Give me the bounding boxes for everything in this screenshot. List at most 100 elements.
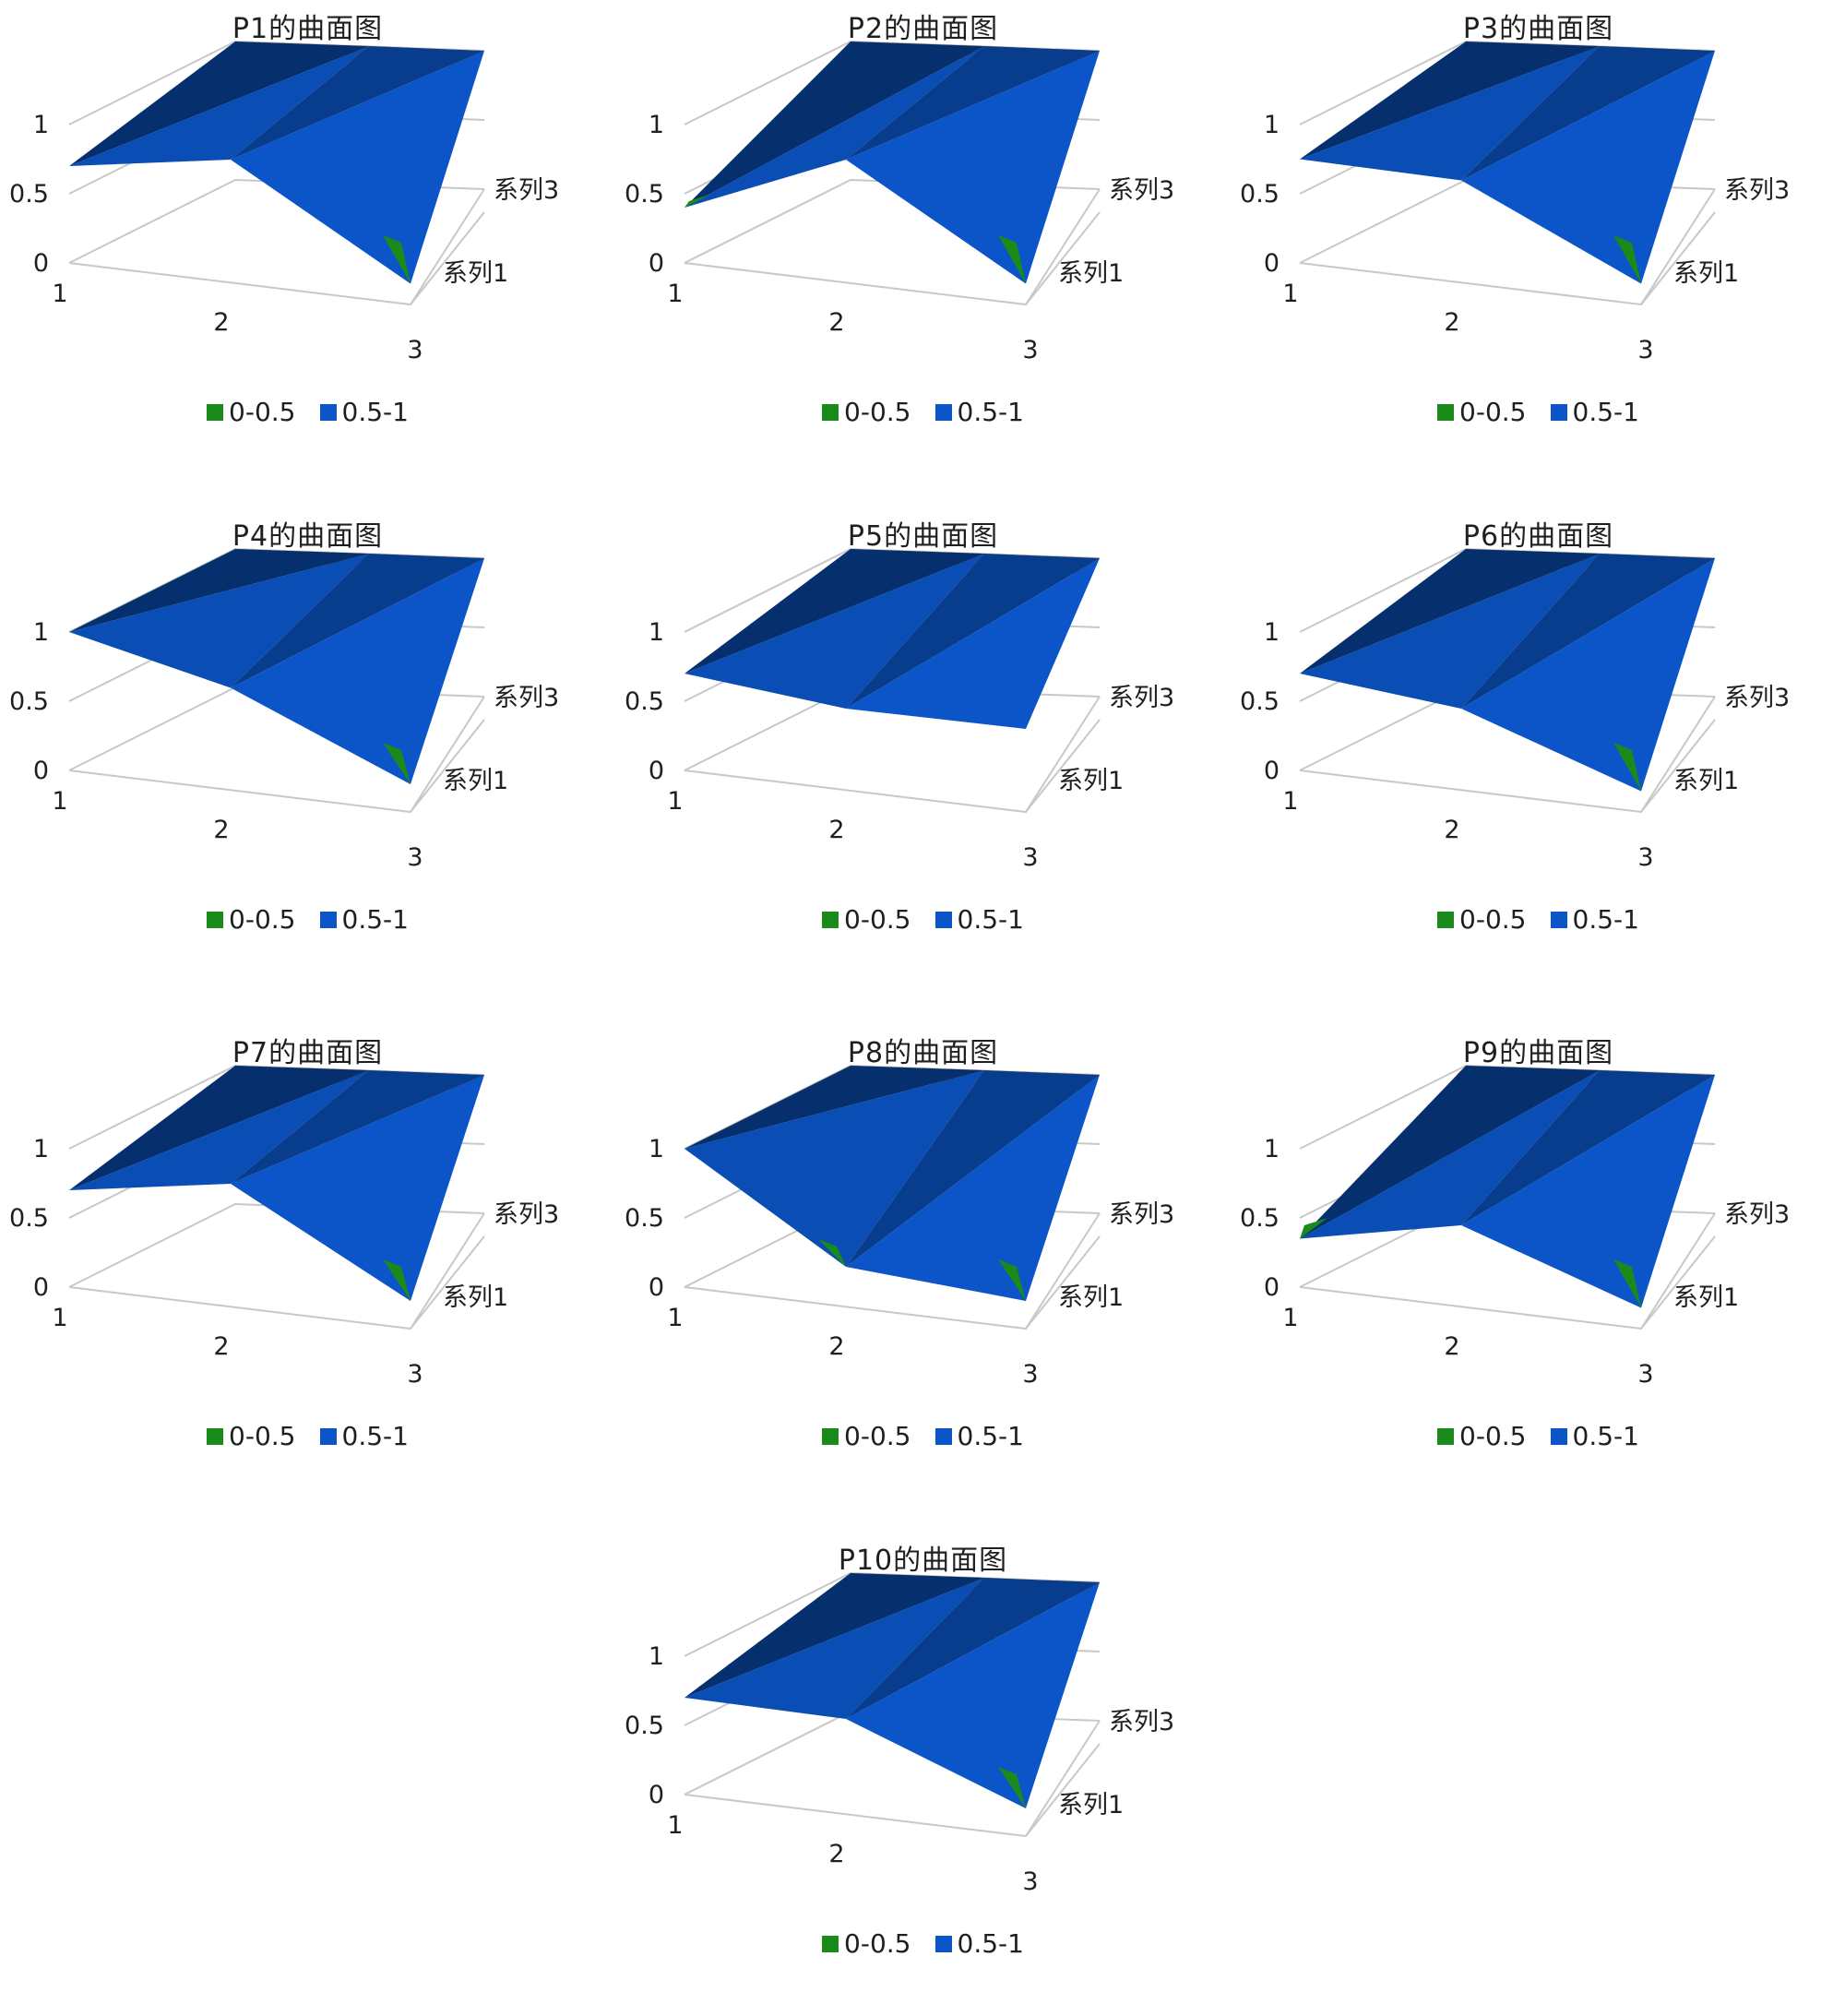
surface-low-band	[1613, 235, 1641, 284]
depth-axis	[1640, 211, 1716, 305]
z-tick-label: 0	[649, 1781, 664, 1809]
x-tick-label: 2	[213, 816, 229, 844]
z-tick-label: 0.5	[9, 1204, 49, 1233]
surface-facet	[1461, 558, 1715, 792]
surface-low-band	[998, 235, 1026, 284]
x-tick-label: 3	[1022, 843, 1038, 872]
chart-title: P8的曲面图	[847, 1037, 999, 1069]
surface-facet	[684, 554, 984, 709]
series-axis-label: 系列3	[1724, 176, 1790, 205]
surface-plot: 0 0.5 1 1 2 3 系列1 系列3	[9, 1064, 559, 1389]
legend-swatch	[822, 911, 839, 928]
legend-label: 0.5-1	[1572, 397, 1639, 427]
floor-edge	[684, 696, 1101, 814]
surface-facet	[1300, 46, 1600, 181]
surface-facet	[231, 46, 484, 160]
x-tick-label: 3	[1637, 336, 1653, 364]
surface-low-band	[383, 1259, 411, 1301]
x-tick-label: 2	[828, 308, 844, 337]
legend-label: 0.5-1	[341, 1421, 409, 1451]
chart-title: P6的曲面图	[1462, 520, 1614, 553]
legend-item: 0.5-1	[934, 904, 1024, 935]
surface-plot: 0 0.5 1 1 2 3 系列1 系列3	[625, 40, 1174, 364]
surface-facet	[1300, 549, 1600, 674]
chart-title: P1的曲面图	[232, 13, 384, 45]
surface-plot: 0 0.5 1 1 2 3 系列1 系列3	[9, 547, 559, 872]
surface-facet	[1300, 554, 1600, 709]
x-tick-label: 1	[667, 280, 683, 308]
z-tick-label: 0.5	[625, 687, 664, 716]
legend-item: 0-0.5	[822, 1421, 911, 1451]
series-axis-label: 系列1	[443, 1283, 508, 1312]
surface-facet	[1300, 1066, 1600, 1239]
z-tick-label: 0	[33, 757, 49, 785]
z-tick-label: 0	[33, 1273, 49, 1302]
x-tick-label: 2	[213, 308, 229, 337]
x-tick-label: 1	[667, 787, 683, 816]
legend-item: 0-0.5	[1437, 1421, 1527, 1451]
surface-facet	[69, 549, 369, 632]
surface-facet	[684, 1070, 984, 1267]
legend-label: 0.5-1	[341, 904, 409, 935]
surface-plot: 0 0.5 1 1 2 3 系列1 系列3	[9, 40, 559, 364]
series-axis-label: 系列3	[1724, 1200, 1790, 1229]
legend-swatch	[1550, 911, 1567, 928]
surface-chart-8: P8的曲面图 0 0.5 1 1 2 3 系列1 系列3 0-0.5 0.5-1	[615, 1024, 1231, 1509]
x-tick-label: 2	[213, 1332, 229, 1361]
legend-item: 0.5-1	[319, 904, 409, 935]
z-tick-label: 0.5	[625, 180, 664, 209]
x-tick-label: 2	[828, 816, 844, 844]
surface-facet	[684, 1573, 984, 1698]
legend-swatch	[822, 403, 839, 421]
z-tick-label: 1	[33, 1135, 49, 1163]
legend-item: 0-0.5	[207, 397, 296, 427]
x-tick-label: 2	[828, 1840, 844, 1868]
z-tick-label: 0.5	[9, 687, 49, 716]
legend-item: 0.5-1	[934, 397, 1024, 427]
x-tick-label: 1	[52, 1304, 67, 1332]
legend-item: 0-0.5	[1437, 904, 1527, 935]
z-tick-label: 1	[1264, 111, 1280, 139]
z-tick-label: 0	[1264, 757, 1280, 785]
surface-facet	[69, 554, 369, 688]
series-axis-label: 系列3	[494, 684, 559, 712]
x-tick-label: 3	[407, 843, 423, 872]
legend-label: 0.5-1	[1572, 1421, 1639, 1451]
surface-low-band	[383, 235, 411, 284]
series-axis-label: 系列3	[1109, 1708, 1174, 1736]
z-tick-label: 1	[1264, 618, 1280, 647]
series-axis-label: 系列1	[1058, 767, 1124, 795]
x-tick-label: 3	[1637, 1360, 1653, 1389]
depth-axis	[1025, 1743, 1101, 1837]
x-tick-label: 3	[407, 1360, 423, 1389]
surface-facet	[846, 51, 1100, 284]
series-axis-label: 系列1	[443, 767, 508, 795]
surface-facet	[69, 1066, 369, 1190]
surface-low-band	[998, 1767, 1026, 1808]
series-axis-label: 系列1	[1673, 259, 1739, 288]
surface-facet	[846, 554, 1100, 709]
legend: 0-0.5 0.5-1	[615, 904, 1231, 935]
series-axis-label: 系列1	[1058, 259, 1124, 288]
legend: 0-0.5 0.5-1	[0, 1421, 615, 1451]
z-tick-label: 0	[1264, 1273, 1280, 1302]
x-tick-label: 3	[1022, 1867, 1038, 1896]
surface-chart-5: P5的曲面图 0 0.5 1 1 2 3 系列1 系列3 0-0.5 0.5-1	[615, 507, 1231, 992]
z-tick-label: 1	[649, 1135, 664, 1163]
x-tick-label: 1	[52, 787, 67, 816]
legend-item: 0.5-1	[1550, 397, 1639, 427]
series-axis-label: 系列1	[443, 259, 508, 288]
depth-axis	[410, 211, 485, 305]
z-tick-label: 0.5	[625, 1204, 664, 1233]
series-axis-label: 系列1	[1673, 1283, 1739, 1312]
legend-swatch	[1550, 1427, 1567, 1445]
surface-facet	[1461, 51, 1715, 284]
chart-title: P2的曲面图	[847, 13, 999, 45]
z-tick-label: 0.5	[625, 1712, 664, 1740]
legend: 0-0.5 0.5-1	[1231, 1421, 1845, 1451]
series-axis-label: 系列3	[494, 1200, 559, 1229]
x-tick-label: 2	[1444, 1332, 1459, 1361]
surface-plot: 0 0.5 1 1 2 3 系列1 系列3	[625, 1064, 1174, 1389]
z-tick-label: 0.5	[9, 180, 49, 209]
depth-axis	[410, 1235, 485, 1330]
